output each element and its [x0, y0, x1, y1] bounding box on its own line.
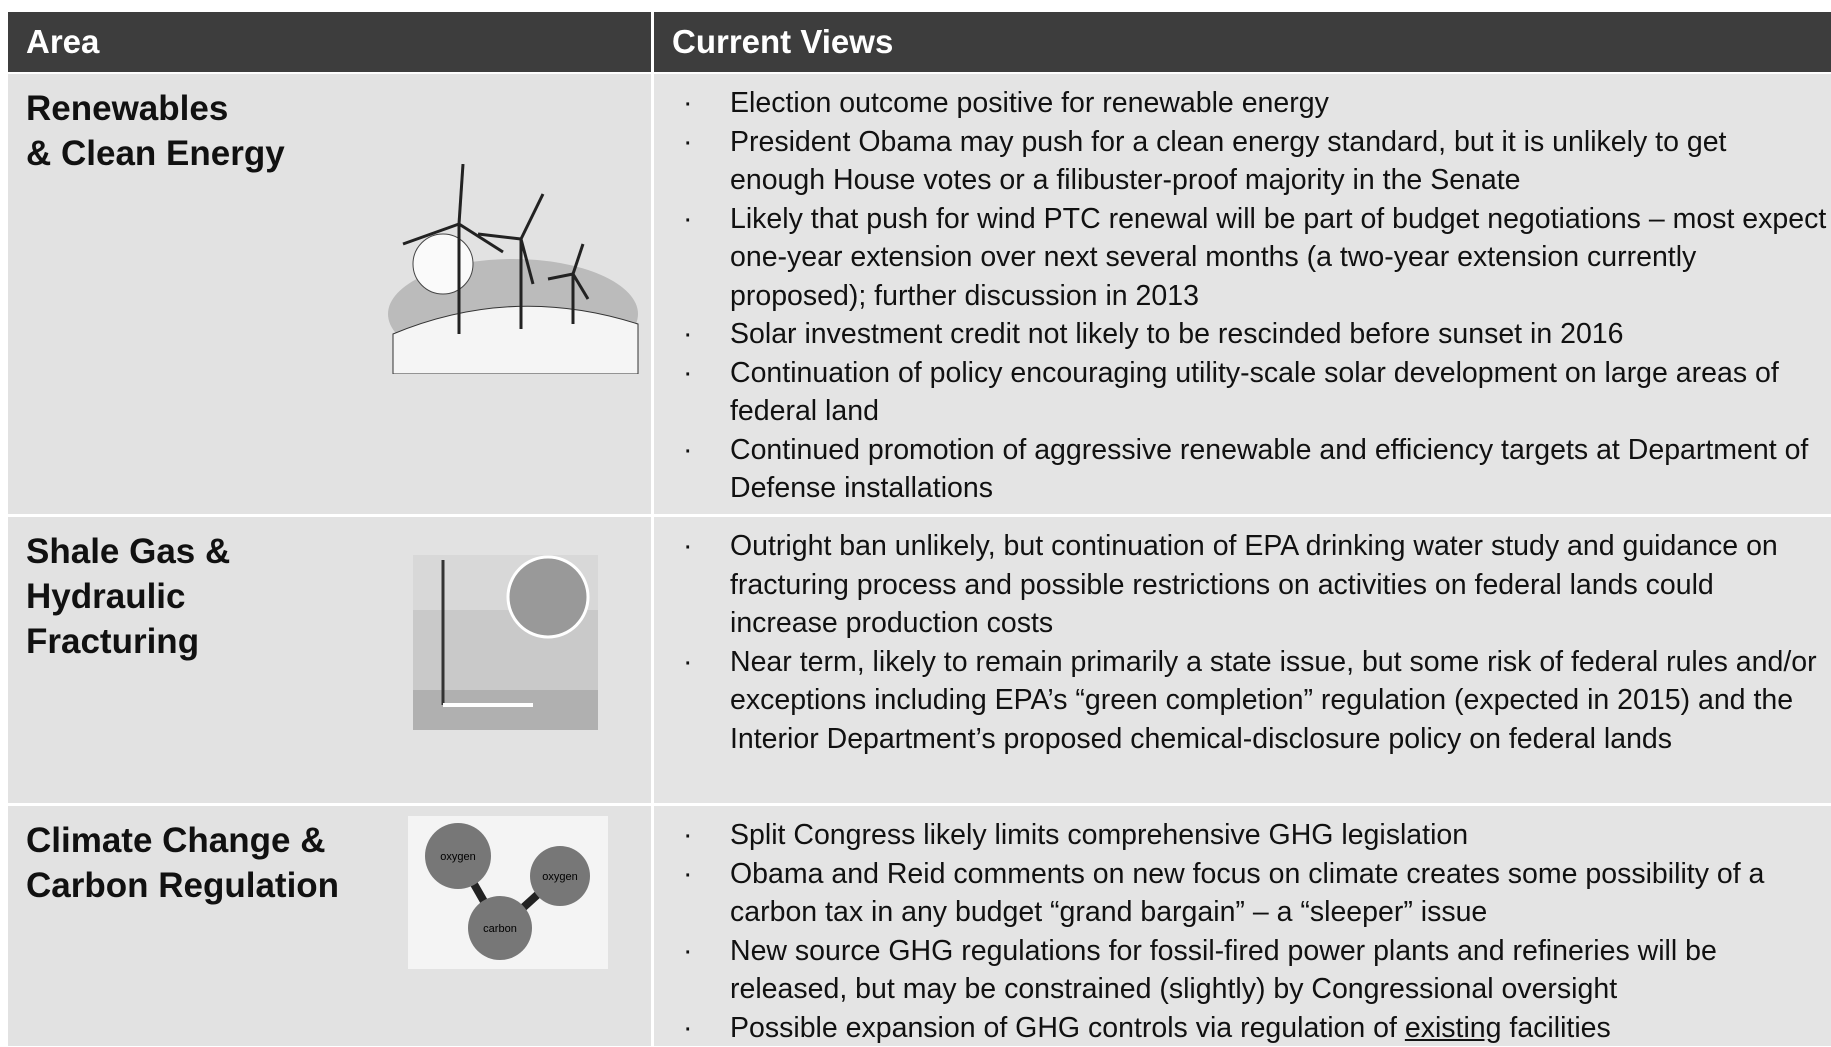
area-cell: Climate Change & Carbon Regulation oxyge… — [8, 806, 654, 1046]
bullet: Near term, likely to remain primarily a … — [673, 643, 1827, 759]
area-cell: Renewables & Clean Energy — [8, 74, 654, 514]
page: Area Current Views Renewables & Clean En… — [0, 0, 1831, 1046]
bullet-segment: Possible expansion of GHG controls via r… — [730, 1012, 1405, 1044]
row: Shale Gas & Hydraulic Fracturing Outrigh… — [8, 517, 1831, 803]
molecule-label: oxygen — [542, 871, 577, 883]
molecule-label: carbon — [483, 923, 517, 935]
header-views: Current Views — [654, 12, 1831, 72]
bullet: New source GHG regulations for fossil-fi… — [673, 932, 1827, 1009]
bullet: Continued promotion of aggressive renewa… — [673, 431, 1827, 508]
bullet: Possible expansion of GHG controls via r… — [673, 1009, 1827, 1047]
bullet: Solar investment credit not likely to be… — [673, 315, 1827, 354]
molecule-illustration: oxygen oxygen carbon — [408, 816, 608, 969]
molecule-label: oxygen — [440, 851, 475, 863]
row: Climate Change & Carbon Regulation oxyge… — [8, 806, 1831, 1046]
bullet: Outright ban unlikely, but continuation … — [673, 527, 1827, 643]
bullet: Election outcome positive for renewable … — [673, 84, 1827, 123]
area-cell: Shale Gas & Hydraulic Fracturing — [8, 517, 654, 803]
header-area: Area — [8, 12, 651, 72]
views-list: Outright ban unlikely, but continuation … — [673, 527, 1827, 758]
bullet: Continuation of policy encouraging utili… — [673, 354, 1827, 431]
bullet: Obama and Reid comments on new focus on … — [673, 855, 1827, 932]
bullet-segment: facilities — [1502, 1012, 1611, 1044]
wind-illustration — [383, 164, 643, 374]
bullet-segment: existing — [1405, 1012, 1502, 1044]
area-title: Shale Gas & Hydraulic Fracturing — [26, 529, 230, 664]
bullet: Split Congress likely limits comprehensi… — [673, 816, 1827, 855]
views-list: Election outcome positive for renewable … — [673, 84, 1827, 508]
row: Renewables & Clean Energy Election outco… — [8, 74, 1831, 514]
area-title: Renewables & Clean Energy — [26, 86, 285, 176]
area-title: Climate Change & Carbon Regulation — [26, 818, 339, 908]
fracking-illustration — [413, 555, 598, 730]
bullet: Likely that push for wind PTC renewal wi… — [673, 200, 1827, 316]
bullet: President Obama may push for a clean ene… — [673, 123, 1827, 200]
views-list: Split Congress likely limits comprehensi… — [673, 816, 1827, 1047]
